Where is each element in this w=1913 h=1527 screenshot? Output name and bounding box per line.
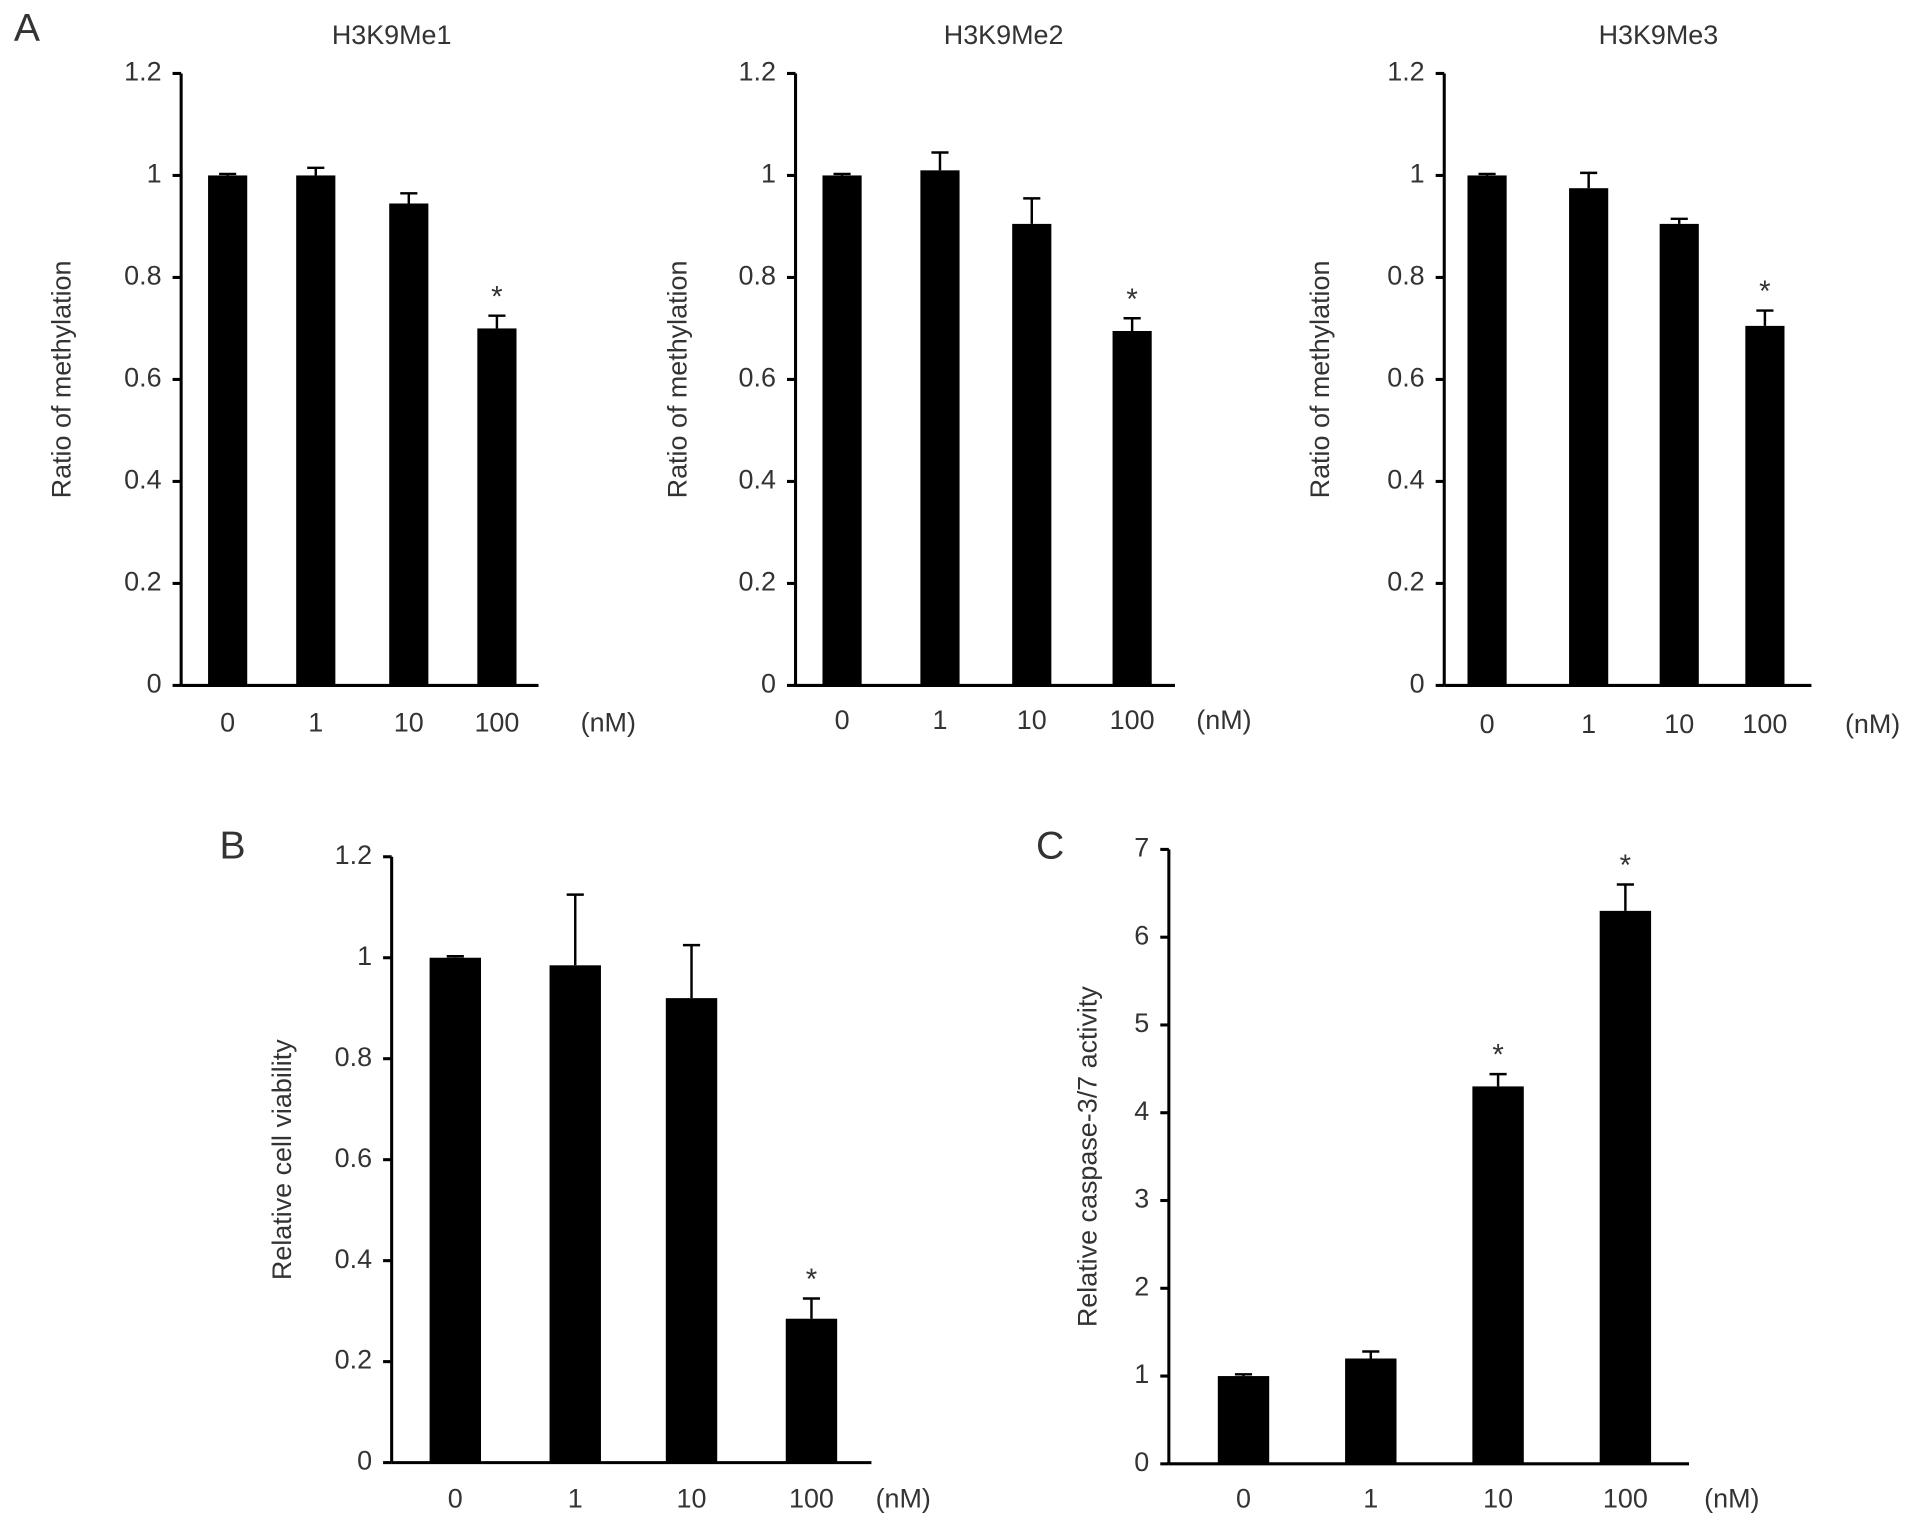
y-tick-label: 5 xyxy=(1134,1008,1149,1038)
y-tick-label: 7 xyxy=(1134,833,1149,863)
significance-mark: * xyxy=(1620,849,1631,882)
x-unit: (nM) xyxy=(581,708,636,738)
chart-title: H3K9Me3 xyxy=(1599,20,1719,50)
x-tick-label: 10 xyxy=(677,1484,707,1514)
y-tick-label: 0.2 xyxy=(124,567,161,597)
x-tick-label: 1 xyxy=(308,708,323,738)
y-tick-label: 3 xyxy=(1134,1184,1149,1214)
bar xyxy=(1345,1358,1397,1464)
y-tick-label: 1 xyxy=(761,159,776,189)
y-tick-label: 1.2 xyxy=(1387,57,1424,87)
y-tick-label: 0 xyxy=(761,669,776,699)
x-tick-label: 100 xyxy=(1603,1484,1648,1514)
y-tick-label: 0.4 xyxy=(124,465,161,495)
y-tick-label: 0.4 xyxy=(1387,465,1424,495)
bar xyxy=(1472,1086,1524,1464)
x-unit: (nM) xyxy=(1196,705,1251,735)
y-axis-label: Ratio of methylation xyxy=(1305,261,1335,499)
y-tick-label: 0.8 xyxy=(739,261,776,291)
x-tick-label: 1 xyxy=(1581,709,1596,739)
y-tick-label: 6 xyxy=(1134,920,1149,950)
bar xyxy=(477,328,517,686)
bar xyxy=(665,998,718,1463)
x-tick-label: 10 xyxy=(1664,709,1694,739)
x-tick-label: 100 xyxy=(789,1484,834,1514)
y-axis-label: Ratio of methylation xyxy=(662,261,692,499)
y-tick-label: 2 xyxy=(1134,1271,1149,1301)
x-tick-label: 0 xyxy=(448,1484,463,1514)
significance-mark: * xyxy=(1492,1039,1503,1072)
y-tick-label: 1.2 xyxy=(335,840,372,870)
x-tick-label: 10 xyxy=(394,708,424,738)
y-tick-label: 0.8 xyxy=(1387,261,1424,291)
y-tick-label: 4 xyxy=(1134,1096,1149,1126)
significance-mark: * xyxy=(1126,283,1137,316)
y-tick-label: 0.6 xyxy=(335,1143,372,1173)
x-tick-label: 0 xyxy=(1480,709,1495,739)
bar xyxy=(429,957,482,1463)
panel-label: A xyxy=(14,7,41,50)
bar xyxy=(1467,175,1507,686)
y-tick-label: 0 xyxy=(1410,669,1425,699)
bar xyxy=(1745,325,1785,686)
bar xyxy=(1112,330,1152,686)
x-unit: (nM) xyxy=(1704,1484,1759,1514)
y-tick-label: 0.2 xyxy=(335,1345,372,1375)
y-tick-label: 0.8 xyxy=(335,1042,372,1072)
x-tick-label: 100 xyxy=(1742,709,1787,739)
chart-title: H3K9Me2 xyxy=(944,20,1064,50)
bar xyxy=(1012,223,1052,686)
bar xyxy=(920,170,960,686)
y-tick-label: 0.2 xyxy=(739,567,776,597)
x-tick-label: 10 xyxy=(1017,705,1047,735)
significance-mark: * xyxy=(806,1263,817,1296)
x-tick-label: 1 xyxy=(1363,1484,1378,1514)
y-tick-label: 0.2 xyxy=(1387,567,1424,597)
y-tick-label: 1.2 xyxy=(124,57,161,87)
y-tick-label: 0.6 xyxy=(739,363,776,393)
panel-label: C xyxy=(1036,825,1064,868)
bar xyxy=(822,175,862,686)
panel-label: B xyxy=(219,825,245,868)
bar xyxy=(296,175,336,686)
bar xyxy=(1569,188,1609,686)
y-axis-label: Relative cell viability xyxy=(267,1039,297,1280)
y-tick-label: 1 xyxy=(1134,1359,1149,1389)
y-tick-label: 0.8 xyxy=(124,261,161,291)
bar xyxy=(785,1318,838,1463)
x-tick-label: 1 xyxy=(932,705,947,735)
x-tick-label: 100 xyxy=(474,708,519,738)
y-tick-label: 1 xyxy=(357,941,372,971)
y-tick-label: 1.2 xyxy=(739,57,776,87)
y-tick-label: 0.6 xyxy=(124,363,161,393)
y-tick-label: 1 xyxy=(1410,159,1425,189)
y-tick-label: 0.6 xyxy=(1387,363,1424,393)
y-axis-label: Relative caspase-3/7 activity xyxy=(1072,986,1102,1328)
x-tick-label: 0 xyxy=(835,705,850,735)
bar xyxy=(1217,1376,1270,1464)
y-tick-label: 0.4 xyxy=(739,465,776,495)
significance-mark: * xyxy=(491,280,502,313)
x-tick-label: 0 xyxy=(1236,1484,1251,1514)
y-tick-label: 0.4 xyxy=(335,1244,372,1274)
y-tick-label: 0 xyxy=(147,669,162,699)
y-tick-label: 0 xyxy=(357,1446,372,1476)
x-tick-label: 0 xyxy=(220,708,235,738)
bar xyxy=(1599,910,1652,1464)
x-tick-label: 10 xyxy=(1483,1484,1513,1514)
significance-mark: * xyxy=(1759,275,1770,308)
y-tick-label: 0 xyxy=(1134,1447,1149,1477)
chart-title: H3K9Me1 xyxy=(332,20,452,50)
y-tick-label: 1 xyxy=(147,159,162,189)
x-tick-label: 1 xyxy=(568,1484,583,1514)
bar xyxy=(208,175,248,686)
bar xyxy=(389,203,429,686)
x-unit: (nM) xyxy=(876,1484,931,1514)
x-unit: (nM) xyxy=(1845,709,1900,739)
bar xyxy=(1659,223,1699,686)
y-axis-label: Ratio of methylation xyxy=(47,261,77,499)
x-tick-label: 100 xyxy=(1110,705,1155,735)
bar xyxy=(549,965,601,1463)
